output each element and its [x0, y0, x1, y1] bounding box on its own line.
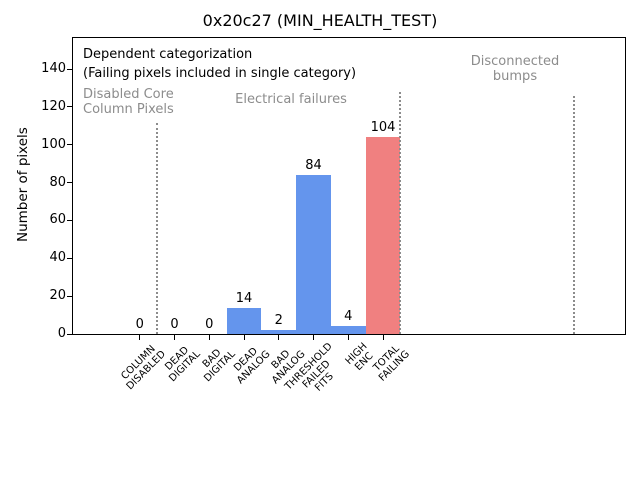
x-tick [139, 335, 141, 340]
bar-value-label: 104 [370, 120, 396, 136]
section-divider [156, 123, 159, 334]
section-label-electrical-failures: Electrical failures [235, 92, 347, 107]
y-tick-label: 80 [49, 174, 66, 190]
y-tick-label: 120 [41, 98, 66, 114]
y-tick [67, 295, 72, 297]
section-label-disconnected-bumps: Disconnected bumps [470, 54, 560, 84]
y-tick [67, 333, 72, 335]
y-tick [67, 68, 72, 70]
bar-value-label: 4 [344, 309, 353, 325]
annotation-subheading: (Failing pixels included in single categ… [83, 66, 357, 81]
x-tick [243, 335, 245, 340]
x-tick [174, 335, 175, 340]
bar [330, 326, 366, 334]
annotation-heading: Dependent categorization [83, 47, 253, 62]
x-tick-label: TOTAL FAILING [371, 343, 412, 384]
y-tick-label: 100 [41, 136, 66, 152]
bar-value-label: 14 [235, 290, 253, 306]
bar-value-label: 0 [205, 317, 214, 332]
bar [296, 175, 331, 334]
plot-area [72, 37, 626, 335]
y-tick-label: 60 [49, 212, 66, 228]
x-tick-label: BAD DIGITAL [200, 347, 238, 385]
bar [365, 137, 401, 334]
y-tick-label: 40 [49, 250, 66, 266]
y-tick [67, 182, 72, 184]
x-tick [313, 335, 314, 340]
x-tick-label: DEAD DIGITAL [163, 344, 204, 385]
section-divider [399, 92, 402, 334]
bar-value-label: 84 [305, 158, 322, 174]
y-tick-label: 0 [57, 326, 66, 341]
x-tick [347, 335, 349, 340]
x-tick [278, 335, 280, 340]
bar [261, 330, 297, 334]
x-tick [208, 335, 210, 340]
bar-value-label: 0 [135, 317, 144, 332]
bar-value-label: 2 [274, 313, 283, 329]
y-tick [67, 257, 72, 259]
y-tick-label: 20 [49, 288, 66, 304]
y-tick [67, 144, 72, 146]
y-tick [67, 219, 72, 221]
y-tick-label: 140 [41, 61, 66, 77]
section-divider [573, 96, 576, 334]
y-tick [67, 106, 72, 108]
bar [226, 307, 262, 334]
section-label-disabled-core-column-pixels: Disabled Core Column Pixels [83, 87, 174, 117]
x-tick [382, 335, 384, 340]
x-tick-label: DEAD ANALOG [232, 345, 273, 387]
chart-title: 0x20c27 (MIN_HEALTH_TEST) [202, 11, 438, 30]
bar-value-label: 0 [170, 317, 179, 332]
